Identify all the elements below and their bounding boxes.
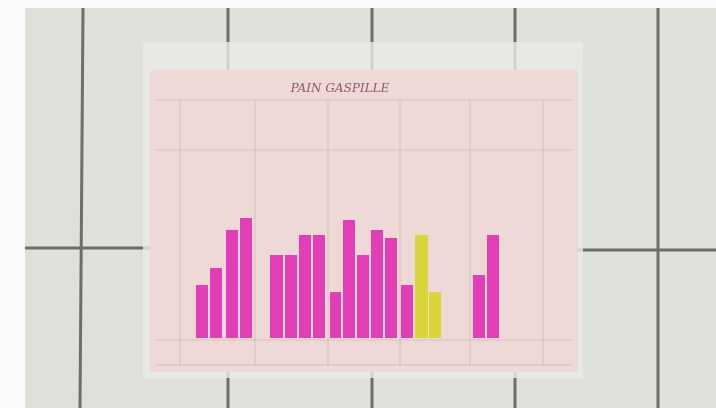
- sheet-title: PAIN GASPILLE: [290, 81, 390, 95]
- pink-bars: [196, 218, 499, 338]
- yellow-bars: [415, 235, 441, 338]
- grout-lines: [25, 7, 716, 408]
- paper-grid: [155, 99, 572, 366]
